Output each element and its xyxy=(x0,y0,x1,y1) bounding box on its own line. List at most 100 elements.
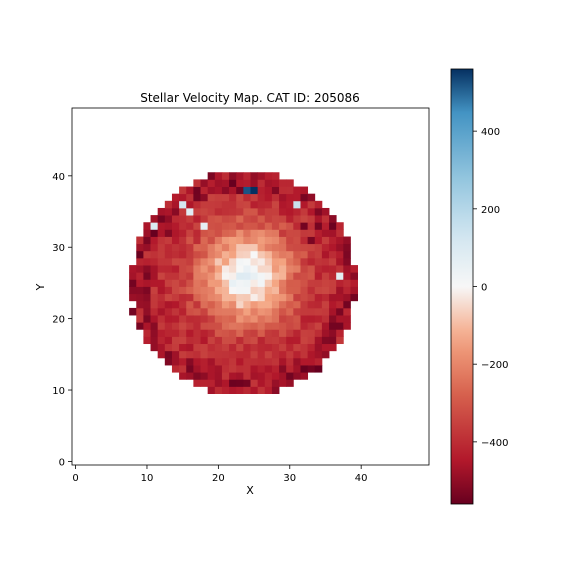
heatmap-cell xyxy=(200,322,209,330)
heatmap-cell xyxy=(179,207,187,216)
heatmap-cell xyxy=(314,265,323,273)
heatmap-cell xyxy=(286,293,294,302)
heatmap-cell xyxy=(200,379,209,387)
heatmap-cell xyxy=(271,372,280,380)
heatmap-cell xyxy=(307,365,316,373)
heatmap-cell xyxy=(193,200,201,209)
heatmap-cell xyxy=(250,186,259,195)
heatmap-cell xyxy=(307,307,316,316)
heatmap-cell xyxy=(129,265,137,273)
heatmap-cell xyxy=(221,386,230,394)
heatmap-cell xyxy=(243,300,251,309)
heatmap-cell xyxy=(179,222,187,230)
heatmap-cell xyxy=(264,207,273,216)
heatmap-cell xyxy=(293,236,301,245)
heatmap-cell xyxy=(229,350,237,359)
heatmap-cell xyxy=(186,186,194,195)
heatmap-cell xyxy=(236,336,244,345)
heatmap-cell xyxy=(250,307,259,316)
heatmap-cell xyxy=(293,343,301,352)
heatmap-cell xyxy=(343,315,351,323)
heatmap-cell xyxy=(221,229,230,237)
heatmap-cell xyxy=(300,250,309,259)
heatmap-cell xyxy=(236,200,244,209)
y-axis-label: Y xyxy=(34,283,47,291)
heatmap-cell xyxy=(279,272,287,280)
heatmap-cell xyxy=(271,272,280,280)
heatmap-cell xyxy=(307,300,316,309)
heatmap-cell xyxy=(236,279,244,287)
heatmap-cell xyxy=(164,343,173,352)
heatmap-cell xyxy=(250,265,259,273)
heatmap-cell xyxy=(243,272,251,280)
heatmap-cell xyxy=(157,343,166,352)
y-tick-label: 20 xyxy=(52,315,65,326)
heatmap-cell xyxy=(264,193,273,202)
heatmap-cell xyxy=(279,265,287,273)
heatmap-cell xyxy=(193,307,201,316)
heatmap-cell xyxy=(207,272,216,280)
heatmap-cell xyxy=(293,200,301,209)
heatmap-cell xyxy=(307,236,316,245)
heatmap-cell xyxy=(307,357,316,366)
heatmap-cell xyxy=(143,243,151,252)
heatmap-cell xyxy=(329,222,337,230)
heatmap-cell xyxy=(236,386,244,394)
heatmap-cell xyxy=(286,207,294,216)
heatmap-cell xyxy=(229,207,237,216)
heatmap-cell xyxy=(229,365,237,373)
heatmap-cell xyxy=(286,286,294,295)
heatmap-cell xyxy=(157,336,166,345)
heatmap-cell xyxy=(264,250,273,259)
colorbar-tick-label: 0 xyxy=(481,283,487,294)
heatmap-cell xyxy=(193,250,201,259)
heatmap-cell xyxy=(300,350,309,359)
heatmap-cell xyxy=(271,279,280,287)
heatmap-cell xyxy=(186,350,194,359)
heatmap-cell xyxy=(279,236,287,245)
heatmap-cell xyxy=(157,286,166,295)
heatmap-cell xyxy=(179,357,187,366)
heatmap-cell xyxy=(307,336,316,345)
heatmap-cell xyxy=(129,293,137,302)
heatmap-cell xyxy=(250,200,259,209)
heatmap-cell xyxy=(193,272,201,280)
heatmap-cell xyxy=(286,236,294,245)
heatmap-cell xyxy=(329,279,337,287)
heatmap-cell xyxy=(250,236,259,245)
heatmap-cell xyxy=(243,215,251,223)
heatmap-cell xyxy=(264,172,273,180)
heatmap-cell xyxy=(307,193,316,202)
heatmap-cell xyxy=(300,336,309,345)
heatmap-cell xyxy=(193,343,201,352)
heatmap-cell xyxy=(150,315,159,323)
heatmap-cell xyxy=(307,207,316,216)
heatmap-cell xyxy=(164,357,173,366)
heatmap-cell xyxy=(236,186,244,195)
heatmap-cell xyxy=(214,286,223,295)
heatmap-cell xyxy=(271,286,280,295)
heatmap-cell xyxy=(200,286,209,295)
heatmap-cell xyxy=(257,243,266,252)
heatmap-cell xyxy=(350,286,358,295)
heatmap-cell xyxy=(264,236,273,245)
heatmap-cell xyxy=(243,307,251,316)
heatmap-cell xyxy=(171,265,180,273)
heatmap-cell xyxy=(207,229,216,237)
heatmap-cell xyxy=(193,322,201,330)
heatmap-cell xyxy=(271,386,280,394)
heatmap-cell xyxy=(179,265,187,273)
heatmap-cell xyxy=(221,372,230,380)
heatmap-cell xyxy=(286,186,294,195)
heatmap-cell xyxy=(129,279,137,287)
heatmap-cell xyxy=(321,207,330,216)
heatmap-cell xyxy=(186,343,194,352)
heatmap-cell xyxy=(243,243,251,252)
heatmap-cell xyxy=(243,250,251,259)
heatmap-cell xyxy=(193,186,201,195)
heatmap-cell xyxy=(264,365,273,373)
heatmap-cell xyxy=(264,293,273,302)
heatmap-cell xyxy=(343,257,351,266)
heatmap-cell xyxy=(271,186,280,195)
heatmap-cell xyxy=(171,279,180,287)
